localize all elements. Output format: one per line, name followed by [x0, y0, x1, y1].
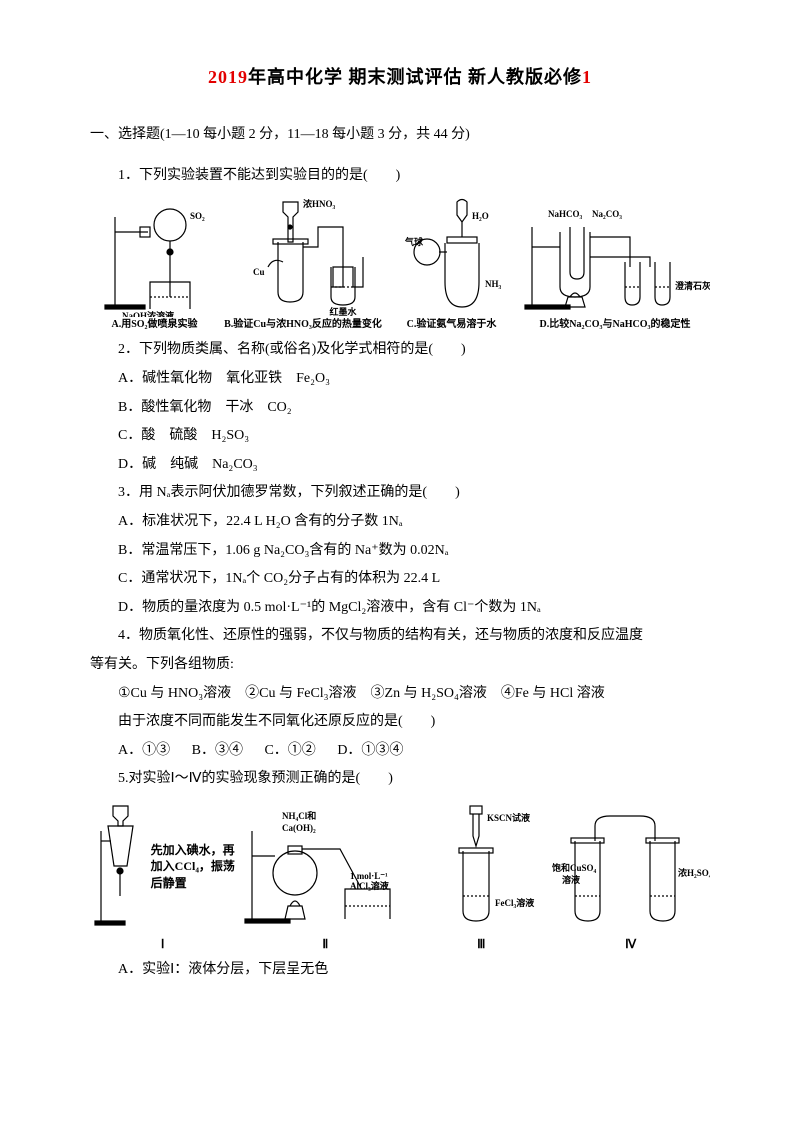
- fig1c-ball: 气球: [404, 236, 424, 247]
- fig1a-cap: A.用SO₂做喷泉实验: [90, 319, 219, 331]
- fig5d-r: 浓H₂SO₄: [678, 867, 710, 878]
- fig5b-rec-1: 1 mol·L⁻¹: [350, 871, 388, 881]
- q4-stem2: 等有关。下列各组物质:: [90, 652, 710, 679]
- fig1d-r: Na₂CO₃: [592, 209, 622, 219]
- q1-stem: 1．下列实验装置不能达到实验目的的是( ): [90, 163, 710, 190]
- fig5c-bot: FeCl₃溶液: [495, 897, 535, 908]
- q4-opt-c: C．①②: [264, 743, 315, 758]
- fig-5c: KSCN试液 FeCl₃溶液: [414, 801, 546, 933]
- section-heading: 一、选择题(1—10 每小题 2 分，11—18 每小题 3 分，共 44 分): [90, 122, 710, 149]
- q2-d: D．碱 纯碱 Na₂CO₃: [90, 452, 710, 479]
- title-num: 1: [582, 67, 592, 87]
- fig1b-cap: B.验证Cu与浓HNO₃反应的热量变化: [223, 319, 383, 331]
- fig5d-l-1: 饱和CuSO₄: [552, 862, 597, 873]
- q3-b: B．常温常压下，1.06 g Na₂CO₃含有的 Na⁺数为 0.02Nₐ: [90, 538, 710, 565]
- fig1c-h2o: H₂O: [472, 211, 489, 221]
- q2-a: A．碱性氧化物 氧化亚铁 Fe₂O₃: [90, 366, 710, 393]
- fig5d-label: Ⅳ: [551, 937, 710, 951]
- fig5b-top-1: NH₄Cl和: [282, 810, 316, 821]
- title-year: 2019: [208, 67, 248, 87]
- q5-stem: 5.对实验Ⅰ～Ⅳ的实验现象预测正确的是( ): [90, 766, 710, 793]
- q3-d: D．物质的量浓度为 0.5 mol·L⁻¹的 MgCl₂溶液中，含有 Cl⁻个数…: [90, 595, 710, 622]
- fig-5d: 饱和CuSO₄ 溶液 浓H₂SO₄: [550, 801, 710, 933]
- fig1a-naoh: NaOH浓溶液: [121, 310, 174, 317]
- fig1d-lime: 澄清石灰水: [675, 280, 710, 291]
- fig-1b: 浓HNO₃ Cu 红墨水 B.验证Cu与浓HNO₃反应的热量变化: [223, 197, 383, 331]
- q2-c: C．酸 硫酸 H₂SO₃: [90, 423, 710, 450]
- fig-5a: 先加入碘水，再 加入CCl₄，振荡 后静置: [90, 801, 235, 933]
- q4-opt-b: B．③④: [192, 743, 243, 758]
- fig1b-cu: Cu: [253, 267, 265, 277]
- fig5b-label: Ⅱ: [239, 937, 411, 951]
- fig5c-label: Ⅲ: [415, 937, 547, 951]
- fig-1a: SO₂ NaOH浓溶液 A.用SO₂做喷泉实验: [90, 197, 219, 331]
- fig5c-top: KSCN试液: [487, 812, 531, 823]
- fig1a-so2: SO₂: [190, 211, 205, 221]
- fig1d-l: NaHCO₃: [548, 209, 583, 219]
- q4-ask: 由于浓度不同而能发生不同氧化还原反应的是( ): [90, 709, 710, 736]
- q4-opts: A．①③ B．③④ C．①② D．①③④: [90, 738, 710, 765]
- fig1c-nh3: NH₃: [485, 279, 502, 289]
- fig5d-l-2: 溶液: [562, 874, 581, 885]
- fig5b-rec-2: AlCl₃溶液: [350, 880, 390, 891]
- fig1d-cap: D.比较Na₂CO₃与NaHCO₃的稳定性: [520, 319, 710, 331]
- page-title: 2019年高中化学 期末测试评估 新人教版必修1: [90, 60, 710, 94]
- fig5a-side: 先加入碘水，再 加入CCl₄，振荡 后静置: [151, 842, 235, 892]
- q2-b: B．酸性氧化物 干冰 CO₂: [90, 395, 710, 422]
- q5-labels: Ⅰ Ⅱ Ⅲ Ⅳ: [90, 935, 710, 951]
- q4-opt-a: A．①③: [118, 743, 170, 758]
- q1-figures: SO₂ NaOH浓溶液 A.用SO₂做喷泉实验: [90, 197, 710, 331]
- q3-a: A．标准状况下，22.4 L H₂O 含有的分子数 1Nₐ: [90, 509, 710, 536]
- title-mid: 年高中化学 期末测试评估 新人教版必修: [248, 67, 582, 87]
- q4-opt-d: D．①③④: [337, 743, 403, 758]
- q3-c: C．通常状况下，1Nₐ个 CO₂分子占有的体积为 22.4 L: [90, 566, 710, 593]
- q2-stem: 2．下列物质类属、名称(或俗名)及化学式相符的是( ): [90, 337, 710, 364]
- fig5b-top-2: Ca(OH)₂: [282, 823, 316, 833]
- fig-1c: H₂O 气球 NH₃ C.验证氨气易溶于水: [387, 197, 516, 331]
- fig1c-cap: C.验证氨气易溶于水: [387, 319, 516, 331]
- fig1b-ink: 红墨水: [329, 306, 357, 317]
- fig-1d: NaHCO₃ Na₂CO₃ 澄清石灰水 D.比较Na₂CO₃与NaHCO₃的稳定…: [520, 197, 710, 331]
- q3-stem: 3．用 Nₐ表示阿伏加德罗常数，下列叙述正确的是( ): [90, 480, 710, 507]
- q5-figures: 先加入碘水，再 加入CCl₄，振荡 后静置: [90, 801, 710, 933]
- fig1b-hno3: 浓HNO₃: [303, 198, 336, 209]
- q5-a: A．实验Ⅰ：液体分层，下层呈无色: [90, 957, 710, 984]
- fig5a-label: Ⅰ: [90, 937, 235, 951]
- fig-5b: NH₄Cl和 Ca(OH)₂ 1 mol·L⁻¹ AlCl₃溶液: [239, 801, 410, 933]
- q4-stem1: 4．物质氧化性、还原性的强弱，不仅与物质的结构有关，还与物质的浓度和反应温度: [90, 623, 710, 650]
- q4-line: ①Cu 与 HNO₃溶液 ②Cu 与 FeCl₃溶液 ③Zn 与 H₂SO₄溶液…: [90, 681, 710, 708]
